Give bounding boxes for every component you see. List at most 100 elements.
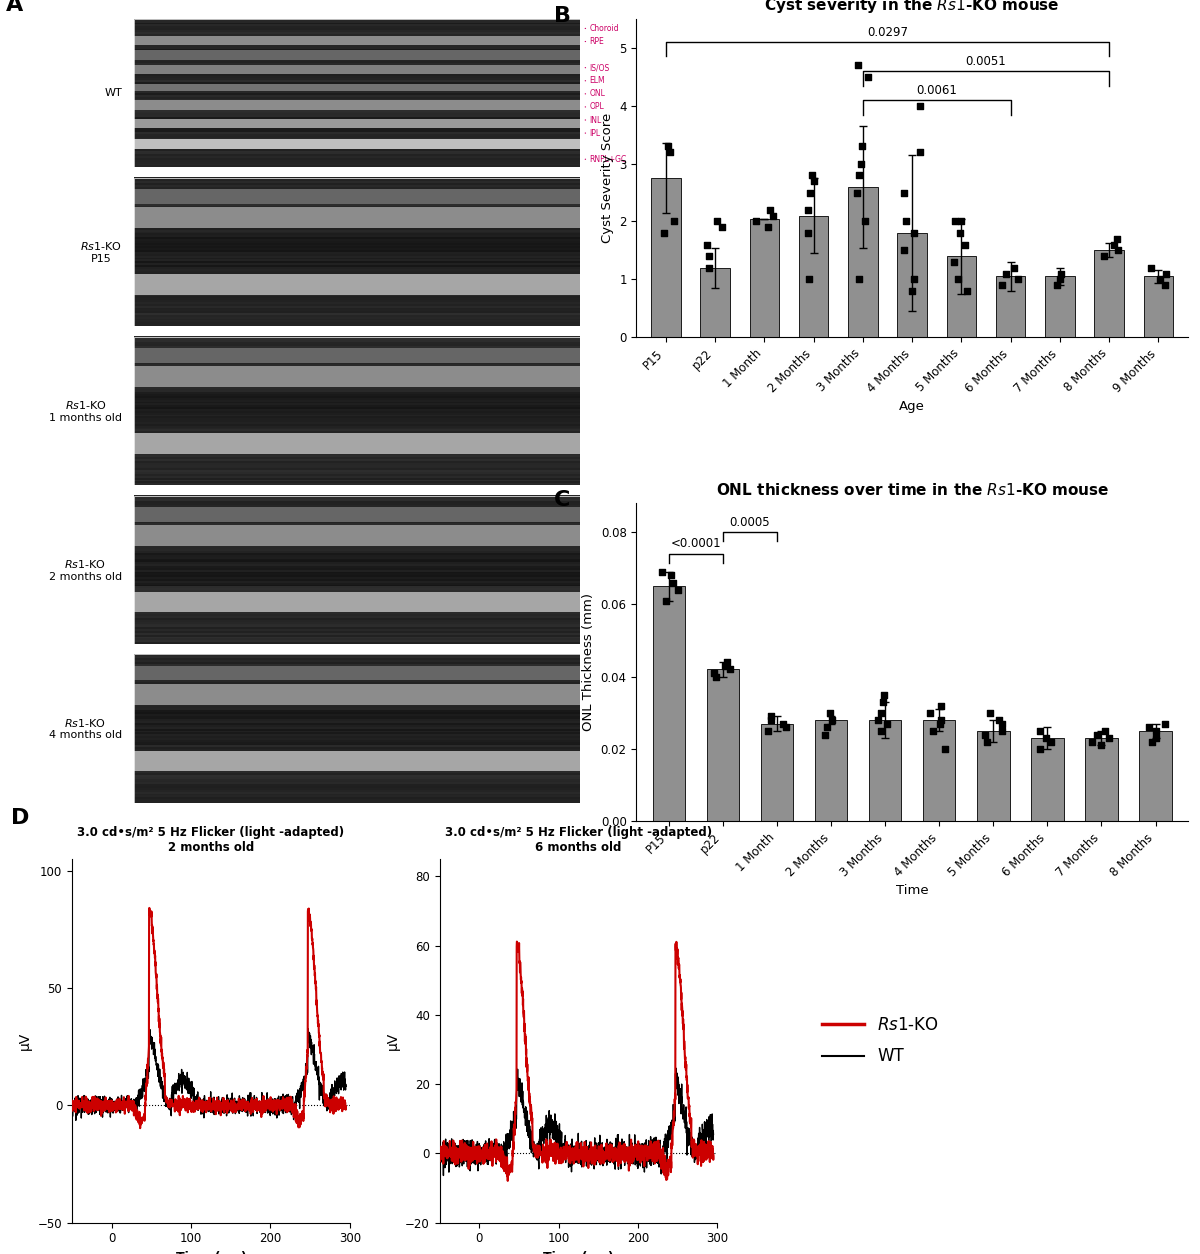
Y-axis label: μV: μV — [18, 1032, 32, 1050]
Text: 0.0061: 0.0061 — [917, 84, 958, 97]
Bar — [133, 113, 580, 115]
Point — [762, 710, 781, 730]
Bar — [133, 594, 580, 598]
Bar — [133, 419, 580, 423]
Point — [894, 241, 913, 261]
Bar — [133, 411, 580, 415]
Bar — [133, 562, 580, 564]
Point — [1051, 263, 1070, 283]
Bar — [133, 456, 580, 459]
Bar — [133, 219, 580, 222]
Bar — [133, 409, 580, 411]
Bar — [133, 640, 580, 642]
Bar — [133, 691, 580, 693]
Bar — [133, 33, 580, 35]
Bar — [133, 281, 580, 283]
Bar — [133, 477, 580, 479]
Point — [664, 573, 683, 593]
Bar — [133, 761, 580, 764]
Text: ELM: ELM — [589, 76, 605, 85]
Bar — [133, 414, 580, 416]
Bar — [133, 270, 580, 272]
Bar — [133, 207, 580, 209]
Bar — [133, 468, 580, 470]
Bar — [133, 641, 580, 645]
Bar — [133, 739, 580, 741]
Bar — [133, 530, 580, 533]
Bar — [133, 421, 580, 424]
Bar — [133, 582, 580, 584]
Bar — [133, 364, 580, 366]
Bar — [133, 601, 580, 603]
Bar — [133, 250, 580, 252]
Bar — [133, 322, 580, 325]
Point — [944, 252, 964, 272]
Point — [1156, 275, 1175, 295]
Bar — [133, 539, 580, 542]
Bar — [133, 551, 580, 553]
Bar — [133, 153, 580, 157]
Text: RPE: RPE — [589, 38, 604, 46]
Bar — [133, 727, 580, 731]
Bar — [133, 232, 580, 236]
Bar — [133, 372, 580, 376]
Bar — [133, 472, 580, 474]
Point — [850, 270, 869, 290]
Bar — [133, 534, 580, 537]
Text: IS/OS: IS/OS — [589, 63, 610, 73]
Bar — [133, 504, 580, 507]
Bar — [133, 677, 580, 681]
Point — [820, 702, 839, 722]
Point — [911, 142, 930, 162]
Bar — [133, 756, 580, 759]
Point — [1141, 258, 1160, 278]
Title: Cyst severity in the $\it{Rs1}$-KO mouse: Cyst severity in the $\it{Rs1}$-KO mouse — [764, 0, 1060, 15]
Bar — [133, 109, 580, 112]
Title: 3.0 cd•s/m² 5 Hz Flicker (light -adapted)
6 months old: 3.0 cd•s/m² 5 Hz Flicker (light -adapted… — [445, 825, 712, 854]
Bar — [133, 505, 580, 509]
Bar — [707, 670, 739, 821]
Bar — [133, 102, 580, 104]
Bar — [133, 282, 580, 286]
Bar — [133, 458, 580, 461]
Bar — [133, 375, 580, 377]
Bar — [133, 308, 580, 311]
Bar — [133, 277, 580, 280]
Bar — [133, 401, 580, 404]
Point — [875, 685, 894, 705]
Bar — [133, 35, 580, 38]
Bar — [133, 179, 580, 182]
Bar — [133, 769, 580, 771]
Bar — [133, 82, 580, 84]
Point — [950, 223, 970, 243]
Point — [1037, 729, 1056, 749]
Bar — [133, 60, 580, 64]
Bar — [133, 258, 580, 261]
Bar — [133, 85, 580, 88]
Point — [1156, 714, 1175, 734]
Bar — [133, 425, 580, 428]
Bar — [133, 66, 580, 69]
Bar — [133, 89, 580, 92]
Bar — [133, 301, 580, 303]
Bar — [133, 253, 580, 256]
Bar — [133, 161, 580, 163]
Bar — [133, 94, 580, 97]
Point — [952, 212, 971, 232]
Bar — [133, 51, 580, 54]
Point — [958, 281, 977, 301]
Bar — [133, 292, 580, 295]
Bar — [133, 50, 580, 53]
Bar — [133, 63, 580, 65]
Bar — [133, 341, 580, 344]
Point — [948, 270, 967, 290]
Bar — [133, 628, 580, 631]
Bar — [133, 303, 580, 306]
Text: OPL: OPL — [589, 103, 604, 112]
Bar — [133, 707, 580, 710]
Bar — [133, 631, 580, 633]
Bar — [1045, 276, 1075, 337]
Bar — [133, 75, 580, 78]
Bar — [133, 257, 580, 260]
Point — [1004, 258, 1024, 278]
